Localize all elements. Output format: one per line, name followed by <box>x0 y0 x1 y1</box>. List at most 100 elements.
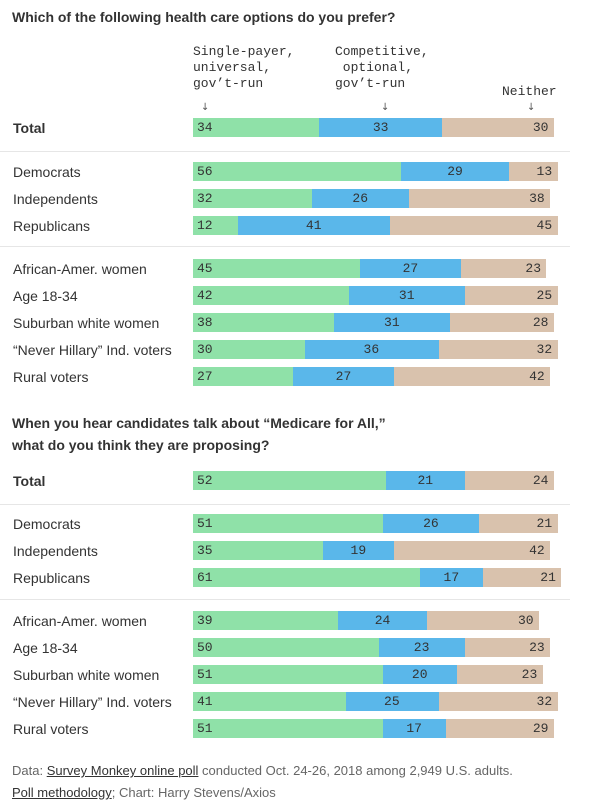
chart-1-row-label: “Never Hillary” Ind. voters <box>13 342 172 358</box>
chart-1-value-neither: 28 <box>532 315 549 330</box>
chart-1-row-label: Rural voters <box>13 369 89 385</box>
chart-2-value-single: 52 <box>197 473 213 488</box>
chart-2-value-single: 51 <box>197 516 213 531</box>
chart-2-value-neither: 21 <box>540 570 556 585</box>
chart-1-value-competitive: 31 <box>384 315 400 330</box>
chart-1-bar-single <box>193 189 313 208</box>
chart-1-row-label: Age 18-34 <box>13 288 78 304</box>
chart-2-bar-competitive <box>382 719 446 738</box>
chart-2-bar-competitive <box>382 514 480 533</box>
chart-1-value-neither: 38 <box>529 191 545 206</box>
chart-2-value-neither: 23 <box>529 640 545 655</box>
header-competitive-arrow-icon: ↓ <box>381 102 390 113</box>
chart-1-value-single: 30 <box>197 342 213 357</box>
chart-2-bar-single <box>193 638 379 657</box>
chart-1-bar-single <box>193 162 402 181</box>
chart-2-value-single: 50 <box>197 640 213 655</box>
chart-1-value-single: 45 <box>197 261 213 276</box>
chart-1-bar-neither <box>509 162 558 181</box>
chart-1-value-neither: 23 <box>525 261 541 276</box>
chart-1-value-competitive: 27 <box>402 261 419 276</box>
chart-1-value-single: 12 <box>197 218 213 233</box>
chart-1-bar-neither <box>464 286 558 305</box>
header-competitive: Competitive, optional, gov’t-run <box>335 44 429 91</box>
chart-1-value-single: 42 <box>197 288 213 303</box>
chart-1-value-single: 32 <box>197 191 213 206</box>
chart-2-bar-single <box>193 692 346 711</box>
chart-2-value-single: 39 <box>197 613 213 628</box>
chart-1-bar-neither <box>393 367 551 386</box>
chart-1-bar-competitive <box>293 367 394 386</box>
chart-1-bar-competitive <box>334 313 450 332</box>
chart-2-value-neither: 42 <box>529 543 545 558</box>
chart-1-bar-neither <box>408 189 551 208</box>
chart-2-bar-neither <box>438 692 558 711</box>
footer-data-prefix: Data: <box>12 763 47 778</box>
chart-2-bar-neither <box>479 514 558 533</box>
chart-1-value-neither: 25 <box>536 288 553 303</box>
chart-2-value-neither: 21 <box>536 516 553 531</box>
chart-2-row-label: Age 18-34 <box>13 640 78 656</box>
chart-2-bar-neither <box>393 541 551 560</box>
chart-1-bar-neither <box>438 340 558 359</box>
chart-1-bar-competitive <box>237 216 391 235</box>
chart-2-bar-competitive <box>323 541 394 560</box>
chart-2-bar-neither <box>464 638 551 657</box>
chart-2-value-single: 61 <box>197 570 213 585</box>
header-neither: Neither <box>502 84 557 99</box>
chart-1-bar-single <box>193 367 294 386</box>
footer: Data: Survey Monkey online poll conducte… <box>12 760 513 804</box>
chart-1-value-single: 27 <box>197 369 213 384</box>
chart-2-bar-single <box>193 665 383 684</box>
chart-2-value-single: 35 <box>197 543 213 558</box>
chart-1-value-single: 38 <box>197 315 213 330</box>
chart-1-value-competitive: 26 <box>352 191 368 206</box>
header-neither-arrow-icon: ↓ <box>527 102 536 113</box>
chart-2-bar-neither <box>483 568 562 587</box>
poll-methodology-link[interactable]: Poll methodology <box>12 785 112 800</box>
chart-1-bar-competitive <box>304 340 439 359</box>
chart-2-group-divider <box>0 599 570 600</box>
chart-2-row-label: Suburban white women <box>13 667 160 683</box>
chart-1-bar-single <box>193 216 238 235</box>
header-single-arrow-icon: ↓ <box>201 102 210 113</box>
chart-2-value-single: 51 <box>197 667 213 682</box>
footer-data-rest: conducted Oct. 24-26, 2018 among 2,949 U… <box>198 763 513 778</box>
chart-2-bar-neither <box>445 719 554 738</box>
chart-2-value-neither: 23 <box>521 667 538 682</box>
chart-2-value-competitive: 24 <box>374 613 391 628</box>
chart-1-value-single: 56 <box>197 164 213 179</box>
chart-2-bar-competitive <box>386 471 465 490</box>
chart-2-value-neither: 29 <box>532 721 549 736</box>
chart-1-group-divider <box>0 246 570 247</box>
chart-1-value-competitive: 33 <box>372 120 389 135</box>
chart-2-bar-competitive <box>419 568 484 587</box>
chart-1-bar-single <box>193 313 335 332</box>
chart-2-row-label: Independents <box>13 543 98 559</box>
chart-1-bar-neither <box>390 216 558 235</box>
chart-1-value-neither: 13 <box>536 164 553 179</box>
chart-1-value-neither: 45 <box>536 218 553 233</box>
chart-2-value-competitive: 17 <box>443 570 460 585</box>
chart-1-row-label: Total <box>13 120 46 136</box>
chart-2-row-label: Total <box>13 473 46 489</box>
chart-1-bar-competitive <box>401 162 510 181</box>
chart-2-value-competitive: 21 <box>417 473 434 488</box>
chart-2-value-neither: 32 <box>536 694 553 709</box>
chart-1-row-label: Independents <box>13 191 98 207</box>
chart-1-bar-neither <box>442 118 554 137</box>
chart-2-bar-competitive <box>345 692 439 711</box>
chart-1-bar-single <box>193 340 305 359</box>
chart-2-title: When you hear candidates talk about “Med… <box>12 412 386 456</box>
chart-2-row-label: Rural voters <box>13 721 89 737</box>
chart-1-row-label: Suburban white women <box>13 315 160 331</box>
chart-1-bar-competitive <box>319 118 443 137</box>
chart-2-value-neither: 30 <box>517 613 534 628</box>
chart-2-row-label: “Never Hillary” Ind. voters <box>13 694 172 710</box>
chart-1-bar-competitive <box>360 259 461 278</box>
chart-1-row-label: Democrats <box>13 164 81 180</box>
chart-1-bar-single <box>193 118 320 137</box>
chart-1-value-neither: 42 <box>529 369 545 384</box>
chart-2-bar-neither <box>427 611 539 630</box>
survey-monkey-link[interactable]: Survey Monkey online poll <box>46 763 199 778</box>
